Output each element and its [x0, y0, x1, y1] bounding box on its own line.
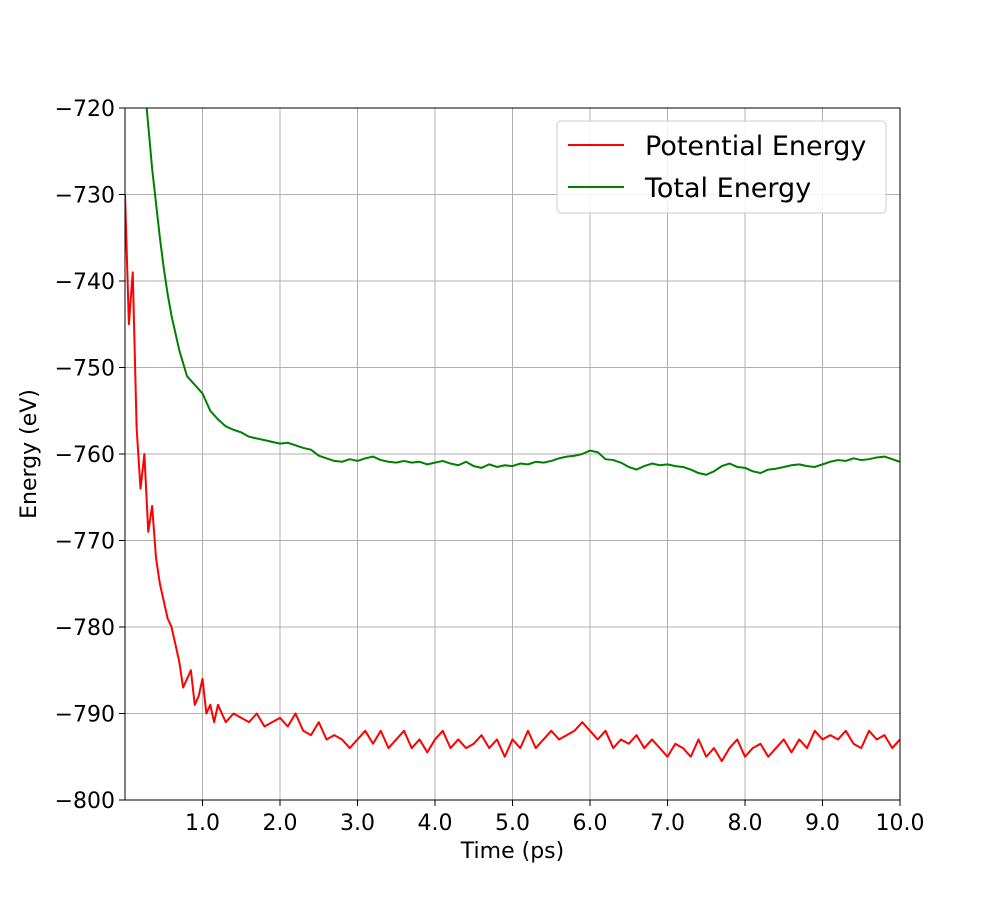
- x-tick-label: 4.0: [418, 811, 453, 836]
- x-tick-label: 5.0: [495, 811, 530, 836]
- legend-label-total-energy: Total Energy: [644, 173, 811, 204]
- series-line-potential-energy: [125, 194, 900, 763]
- plot-area: [125, 108, 900, 763]
- legend-label-potential-energy: Potential Energy: [645, 131, 866, 162]
- x-tick-label: 2.0: [263, 811, 298, 836]
- y-tick-label: −760: [55, 443, 115, 468]
- x-tick-label: 6.0: [573, 811, 608, 836]
- x-axis-ticks: 1.0 2.0 3.0 4.0 5.0 6.0 7.0 8.0 9.0 10.0: [185, 800, 924, 836]
- y-tick-label: −750: [55, 357, 115, 382]
- x-tick-label: 3.0: [340, 811, 375, 836]
- y-tick-label: −740: [55, 270, 115, 295]
- y-tick-label: −730: [55, 184, 115, 209]
- series-line-total-energy: [145, 108, 900, 476]
- y-tick-label: −800: [55, 789, 115, 814]
- y-tick-label: −770: [55, 530, 115, 555]
- x-axis-label: Time (ps): [460, 839, 564, 864]
- legend-box: [556, 120, 887, 214]
- x-tick-label: 1.0: [185, 811, 220, 836]
- legend: Potential Energy Total Energy: [556, 120, 887, 214]
- y-axis-label: Energy (eV): [17, 389, 42, 519]
- x-tick-label: 10.0: [876, 811, 925, 836]
- x-tick-label: 7.0: [650, 811, 685, 836]
- x-tick-label: 8.0: [728, 811, 763, 836]
- y-tick-label: −720: [55, 97, 115, 122]
- y-axis-ticks: −800 −790 −780 −770 −760 −750 −740 −730 −720: [55, 97, 125, 814]
- x-tick-label: 9.0: [805, 811, 840, 836]
- y-tick-label: −790: [55, 703, 115, 728]
- y-tick-label: −780: [55, 616, 115, 641]
